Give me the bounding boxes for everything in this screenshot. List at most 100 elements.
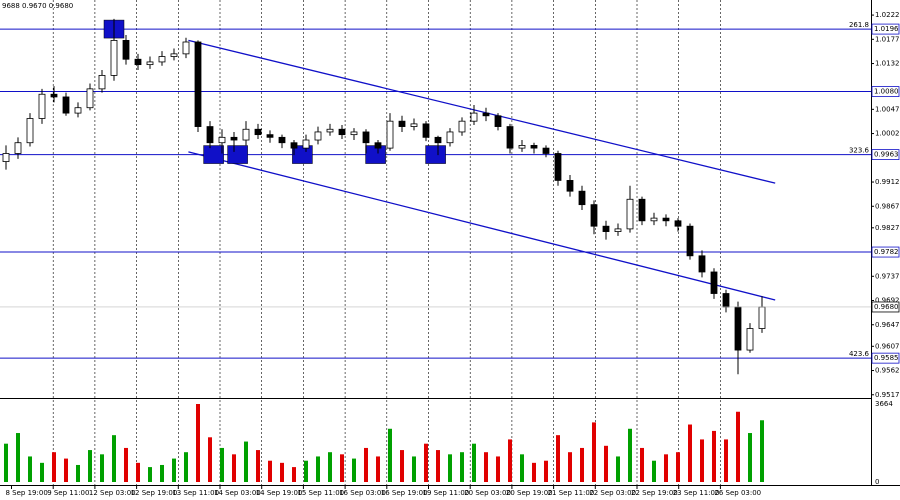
x-tick-label: 26 Sep 03:00 xyxy=(714,489,761,497)
candle-body xyxy=(566,180,574,192)
candle-body xyxy=(62,96,70,114)
volume-bar xyxy=(508,439,512,482)
candle-body xyxy=(494,115,502,127)
level-label-box xyxy=(871,352,900,364)
candle-body xyxy=(650,217,658,222)
volume-bar xyxy=(496,456,500,482)
candle-body xyxy=(542,147,550,154)
candle-body xyxy=(446,131,454,144)
candle-body xyxy=(530,145,538,149)
x-tick-label: 23 Sep 11:00 xyxy=(673,489,720,497)
candle-body xyxy=(662,217,670,222)
candle-body xyxy=(602,225,610,232)
volume-bar xyxy=(268,460,272,482)
y-tick-label: 0.9562 xyxy=(875,367,900,375)
candle-body xyxy=(38,93,46,119)
volume-bar xyxy=(388,428,392,482)
volume-bar xyxy=(76,464,80,482)
x-tick-label: 22 Sep 19:00 xyxy=(631,489,678,497)
candle-body xyxy=(158,56,166,63)
candle-body xyxy=(518,145,526,149)
volume-bar xyxy=(580,447,584,482)
volume-bar xyxy=(436,450,440,482)
candle-body xyxy=(314,131,322,141)
y-tick-label: 1.0047 xyxy=(875,105,900,113)
pivot-marker xyxy=(292,145,313,164)
pivot-marker xyxy=(203,145,224,164)
level-label-box xyxy=(871,23,900,35)
volume-bar xyxy=(544,460,548,482)
volume-bar xyxy=(604,445,608,482)
candle-body xyxy=(674,220,682,227)
candle-body xyxy=(146,61,154,66)
candle-body xyxy=(14,142,22,154)
volume-bar xyxy=(196,404,200,482)
current-price-box xyxy=(871,301,900,313)
volume-bar xyxy=(424,443,428,482)
candle-body xyxy=(242,128,250,141)
x-tick-label: 13 Sep 11:00 xyxy=(172,489,219,497)
volume-bar xyxy=(376,456,380,482)
volume-tick-label: 0 xyxy=(875,478,879,486)
volume-bar xyxy=(160,464,164,482)
volume-bar xyxy=(292,467,296,482)
candle-body xyxy=(374,142,382,149)
candle-body xyxy=(410,123,418,127)
volume-bar xyxy=(52,452,56,482)
x-tick-label: 14 Sep 03:00 xyxy=(214,489,261,497)
candle-body xyxy=(398,120,406,127)
candle-body xyxy=(362,131,370,144)
volume-bar xyxy=(220,447,224,482)
fib-label: 261.8 xyxy=(849,21,869,29)
x-tick-label: 16 Sep 03:00 xyxy=(339,489,386,497)
volume-bar xyxy=(712,430,716,482)
candle-body xyxy=(26,118,34,144)
header: 9688 0.9670 0.9680 xyxy=(2,2,73,10)
y-tick-label: 0.9912 xyxy=(875,178,900,186)
volume-bar xyxy=(184,452,188,482)
candle-body xyxy=(326,128,334,133)
volume-bar xyxy=(364,447,368,482)
x-tick-label: 8 Sep 19:00 xyxy=(6,489,48,497)
y-tick-label: 0.9737 xyxy=(875,272,900,280)
y-tick-label: 0.9647 xyxy=(875,321,900,329)
volume-bar xyxy=(304,460,308,482)
volume-bar xyxy=(316,456,320,482)
volume-bar xyxy=(232,454,236,482)
volume-bar xyxy=(760,420,764,482)
y-tick-label: 1.0177 xyxy=(875,35,900,43)
candle-body xyxy=(686,225,694,257)
volume-bar xyxy=(352,458,356,482)
level-label: 0.9782 xyxy=(874,248,899,256)
level-label-box xyxy=(871,149,900,160)
volume-bar xyxy=(112,435,116,482)
x-tick-label: 22 Sep 03:00 xyxy=(589,489,636,497)
candle-body xyxy=(50,93,58,98)
candle-body xyxy=(170,53,178,57)
candle-body xyxy=(350,131,358,136)
candle-body xyxy=(638,198,646,222)
fib-label: 323.6 xyxy=(849,147,870,155)
y-tick-label: 0.9517 xyxy=(875,391,900,399)
candle-body xyxy=(266,134,274,138)
volume-bar xyxy=(688,424,692,482)
candle-body xyxy=(554,153,562,181)
candle-body xyxy=(614,228,622,232)
candle-body xyxy=(302,139,310,149)
candle-body xyxy=(110,39,118,76)
volume-bar xyxy=(400,450,404,482)
volume-bar xyxy=(328,452,332,482)
candle-body xyxy=(74,107,82,114)
volume-bar xyxy=(460,452,464,482)
volume-bar xyxy=(736,411,740,482)
candle-body xyxy=(506,126,514,149)
candle-body xyxy=(722,293,730,308)
candle-body xyxy=(206,126,214,144)
candle-body xyxy=(626,198,634,230)
volume-bar xyxy=(640,447,644,482)
trendline xyxy=(188,151,776,301)
volume-bar xyxy=(616,456,620,482)
level-label: 0.9585 xyxy=(874,354,899,362)
candle-body xyxy=(578,190,586,206)
fib-label: 423.6 xyxy=(849,350,870,358)
